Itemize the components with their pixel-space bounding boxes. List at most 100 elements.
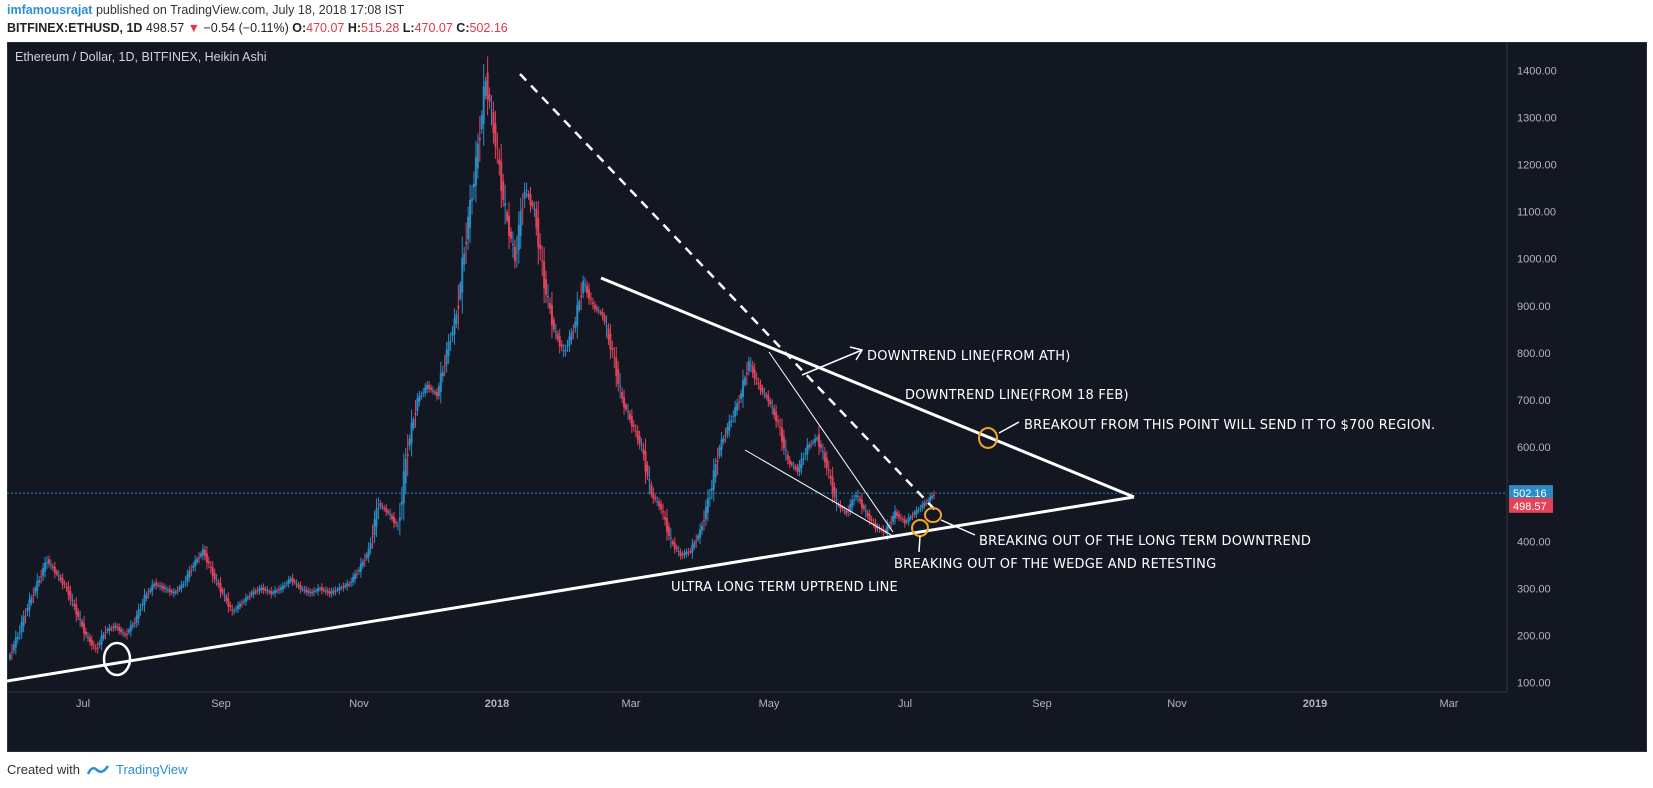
candle-body: [619, 385, 622, 387]
candle-body: [98, 642, 101, 646]
candle-body: [490, 109, 493, 111]
candle-body: [628, 413, 631, 420]
candle-body: [847, 511, 850, 513]
candle-body: [895, 512, 898, 516]
breakout-circle-marker: [978, 427, 998, 449]
candle-body: [365, 554, 368, 559]
candle-body: [326, 590, 329, 593]
candle-body: [642, 449, 645, 455]
candle-body: [455, 314, 458, 324]
candle-body: [646, 465, 649, 477]
candle-body: [418, 395, 421, 402]
candle-body: [741, 380, 744, 397]
candle-body: [897, 514, 900, 518]
price-chart[interactable]: Ethereum / Dollar, 1D, BITFINEX, Heikin …: [7, 42, 1647, 752]
candle-body: [14, 637, 17, 648]
candle-body: [396, 525, 399, 527]
candle-body: [279, 587, 282, 591]
open-value: 470.07: [306, 21, 345, 35]
candle-body: [12, 644, 15, 651]
candle-body: [757, 382, 760, 385]
y-tick-label: 800.00: [1517, 348, 1551, 360]
candle-body: [379, 502, 382, 507]
annotation-label: BREAKING OUT OF THE WEDGE AND RETESTING: [894, 557, 1216, 572]
candle-body: [465, 242, 468, 245]
candle-body: [862, 505, 865, 510]
candle-body: [342, 586, 345, 588]
candle-body: [412, 419, 415, 428]
candle-body: [605, 325, 608, 328]
candle-body: [638, 435, 641, 445]
y-tick-label: 1300.00: [1517, 112, 1557, 124]
candle-body: [123, 633, 126, 636]
candle-body: [190, 570, 193, 572]
candle-body: [796, 467, 799, 472]
candle-body: [404, 458, 407, 484]
candle-body: [558, 336, 561, 347]
candle-body: [402, 471, 405, 504]
candle-body: [921, 504, 924, 509]
author-name[interactable]: imfamousrajat: [7, 3, 93, 17]
candle-body: [361, 561, 364, 567]
candle-body: [595, 307, 598, 310]
candle-body: [525, 190, 528, 192]
candle-body: [151, 584, 154, 592]
candle-body: [701, 525, 704, 531]
downtrend-break-pointer: [940, 519, 976, 536]
candle-body: [83, 623, 86, 634]
candle-body: [615, 357, 618, 377]
candle-body: [623, 397, 626, 408]
candle-body: [81, 621, 84, 627]
candle-body: [200, 553, 203, 557]
candle-body: [114, 625, 117, 628]
candle-body: [872, 522, 875, 524]
candle-body: [687, 551, 690, 553]
candle-body: [718, 447, 721, 456]
candle-body: [352, 576, 355, 582]
candle-body: [802, 458, 805, 460]
candle-body: [665, 517, 668, 532]
symbol-label: BITFINEX:ETHUSD, 1D: [7, 21, 143, 35]
candle-body: [129, 625, 132, 632]
candle-body: [728, 421, 731, 431]
footer: Created with TradingView: [7, 762, 188, 777]
candle-body: [519, 210, 522, 236]
candle-body: [46, 562, 49, 564]
candle-body: [617, 368, 620, 384]
candle-body: [100, 636, 103, 645]
candle-body: [864, 510, 867, 512]
chart-panel[interactable]: [7, 42, 1647, 752]
candle-body: [531, 202, 534, 207]
candle-body: [334, 590, 337, 592]
candle-body: [394, 522, 397, 524]
candle-body: [313, 591, 316, 593]
candle-body: [244, 597, 247, 602]
candle-body: [139, 609, 142, 611]
candle-body: [480, 115, 483, 130]
time-axis[interactable]: Jul Sep Nov 2018 Mar May Jul Sep Nov 2019 Mar: [7, 691, 1507, 710]
candle-body: [86, 636, 89, 638]
candle-body: [73, 603, 76, 606]
candle-body: [194, 560, 197, 567]
candle-body: [568, 336, 571, 346]
candle-body: [157, 585, 160, 587]
candle-body: [545, 279, 548, 295]
candle-body: [919, 508, 922, 510]
candle-body: [430, 387, 433, 391]
candle-body: [340, 587, 343, 589]
candle-body: [471, 198, 473, 201]
candle-body: [125, 633, 128, 635]
candle-body: [182, 584, 185, 586]
candle-body: [876, 526, 879, 529]
x-tick-label: Sep: [211, 698, 231, 710]
y-tick-label: 1400.00: [1517, 65, 1557, 77]
candle-body: [40, 576, 43, 578]
candle-body: [794, 466, 797, 469]
tradingview-brand[interactable]: TradingView: [115, 762, 188, 777]
price-axis[interactable]: 1400.00 1300.00 1200.00 1100.00 1000.00 900.0…: [1506, 42, 1557, 692]
candle-body: [773, 408, 776, 416]
candle-body: [474, 157, 477, 186]
x-tick-label: Mar: [1440, 698, 1459, 710]
candle-body: [929, 496, 932, 501]
candle-body: [853, 499, 856, 501]
